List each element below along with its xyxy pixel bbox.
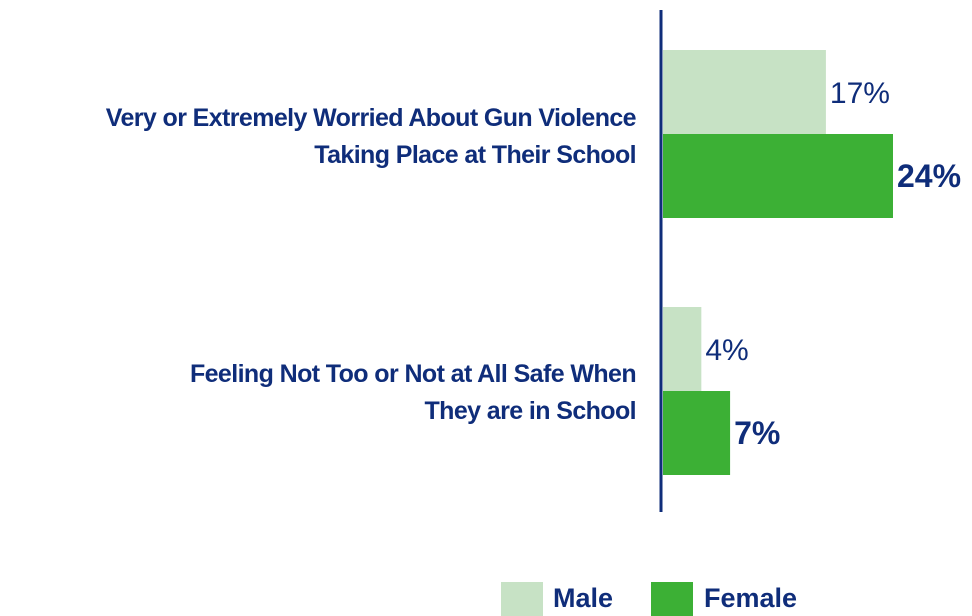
category-label-gun-violence-worry: Very or Extremely Worried About Gun Viol… — [0, 100, 637, 174]
data-label-male-0: 17% — [830, 77, 890, 110]
bar-male-0 — [663, 50, 826, 134]
category-label-line: Very or Extremely Worried About Gun Viol… — [105, 104, 637, 132]
legend-label-female: Female — [704, 583, 798, 613]
legend-swatch-male — [501, 582, 543, 616]
bar-female-1 — [663, 391, 731, 475]
category-label-line: Feeling Not Too or Not at All Safe When — [189, 360, 637, 388]
legend-swatch-female — [651, 582, 693, 616]
category-label-line: They are in School — [424, 397, 637, 425]
bar-male-1 — [663, 307, 702, 391]
category-label-line: Taking Place at Their School — [314, 141, 636, 169]
data-label-female-1: 7% — [734, 415, 780, 451]
data-label-female-0: 24% — [897, 158, 961, 194]
category-label-not-safe: Feeling Not Too or Not at All Safe When … — [0, 356, 637, 430]
bar-female-0 — [663, 134, 893, 218]
data-label-male-1: 4% — [705, 334, 748, 367]
legend-label-male: Male — [553, 583, 614, 613]
